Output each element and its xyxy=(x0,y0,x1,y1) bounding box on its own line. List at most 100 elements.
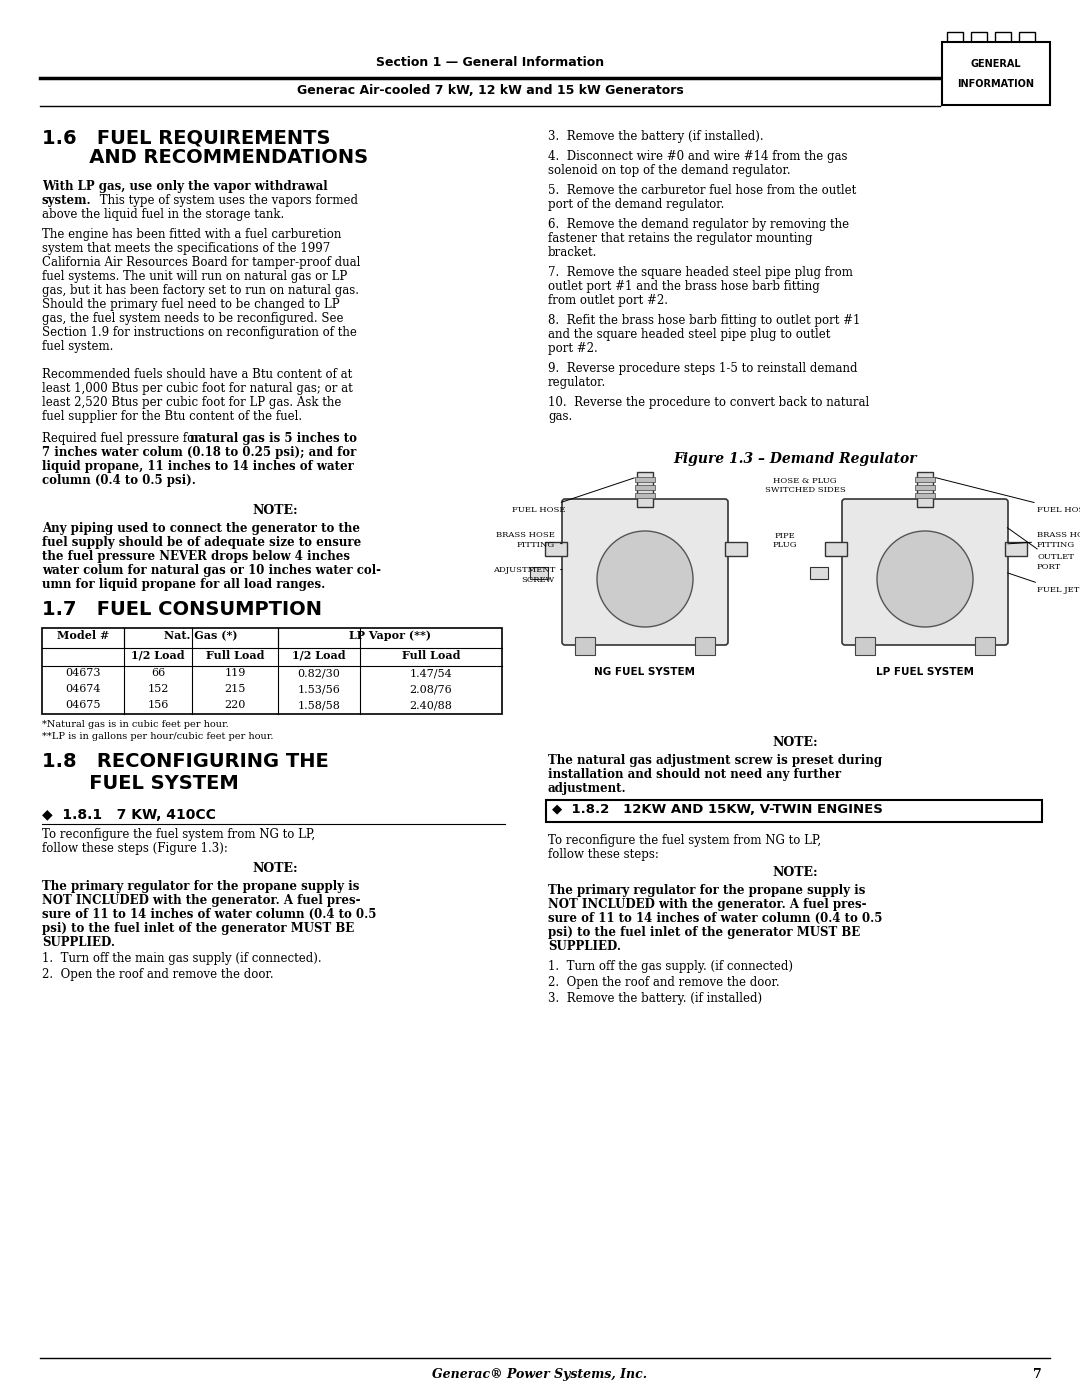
Bar xyxy=(696,637,715,655)
Text: Generac Air-cooled 7 kW, 12 kW and 15 kW Generators: Generac Air-cooled 7 kW, 12 kW and 15 kW… xyxy=(297,84,684,98)
Text: The primary regulator for the propane supply is: The primary regulator for the propane su… xyxy=(548,884,865,897)
Text: 4.  Disconnect wire #0 and wire #14 from the gas: 4. Disconnect wire #0 and wire #14 from … xyxy=(548,149,848,163)
Text: NOTE:: NOTE: xyxy=(772,736,818,749)
Text: Section 1 — General Information: Section 1 — General Information xyxy=(376,56,604,68)
Text: NG FUEL SYSTEM: NG FUEL SYSTEM xyxy=(594,666,696,678)
Text: outlet port #1 and the brass hose barb fitting: outlet port #1 and the brass hose barb f… xyxy=(548,279,820,293)
Circle shape xyxy=(877,531,973,627)
Text: 1.6   FUEL REQUIREMENTS: 1.6 FUEL REQUIREMENTS xyxy=(42,129,330,147)
Text: GENERAL: GENERAL xyxy=(971,59,1022,68)
Text: column (0.4 to 0.5 psi).: column (0.4 to 0.5 psi). xyxy=(42,474,195,488)
Text: LP Vapor (**): LP Vapor (**) xyxy=(349,630,431,641)
Text: NOTE:: NOTE: xyxy=(772,866,818,879)
Text: 10.  Reverse the procedure to convert back to natural: 10. Reverse the procedure to convert bac… xyxy=(548,395,869,409)
Text: This type of system uses the vapors formed: This type of system uses the vapors form… xyxy=(96,194,357,207)
Text: 1.  Turn off the gas supply. (if connected): 1. Turn off the gas supply. (if connecte… xyxy=(548,960,793,972)
Text: natural gas is 5 inches to: natural gas is 5 inches to xyxy=(190,432,357,446)
FancyBboxPatch shape xyxy=(562,499,728,645)
Text: port #2.: port #2. xyxy=(548,342,597,355)
Text: ADJUSTMENT
SCREW: ADJUSTMENT SCREW xyxy=(492,566,563,584)
Text: fuel systems. The unit will run on natural gas or LP: fuel systems. The unit will run on natur… xyxy=(42,270,348,284)
Text: sure of 11 to 14 inches of water column (0.4 to 0.5: sure of 11 to 14 inches of water column … xyxy=(42,908,376,921)
Text: The primary regulator for the propane supply is: The primary regulator for the propane su… xyxy=(42,880,360,893)
Text: regulator.: regulator. xyxy=(548,376,606,388)
Circle shape xyxy=(597,531,693,627)
Text: Section 1.9 for instructions on reconfiguration of the: Section 1.9 for instructions on reconfig… xyxy=(42,326,356,339)
Text: least 2,520 Btus per cubic foot for LP gas. Ask the: least 2,520 Btus per cubic foot for LP g… xyxy=(42,395,341,409)
Text: ◆  1.8.2   12KW AND 15KW, V-TWIN ENGINES: ◆ 1.8.2 12KW AND 15KW, V-TWIN ENGINES xyxy=(552,803,882,816)
Text: the fuel pressure NEVER drops below 4 inches: the fuel pressure NEVER drops below 4 in… xyxy=(42,550,350,563)
Bar xyxy=(995,32,1011,43)
Text: *Natural gas is in cubic feet per hour.: *Natural gas is in cubic feet per hour. xyxy=(42,719,229,729)
Text: liquid propane, 11 inches to 14 inches of water: liquid propane, 11 inches to 14 inches o… xyxy=(42,460,354,474)
FancyBboxPatch shape xyxy=(842,499,1008,645)
Text: BRASS HOSE
FITTING: BRASS HOSE FITTING xyxy=(496,531,563,549)
Bar xyxy=(855,637,875,655)
Text: from outlet port #2.: from outlet port #2. xyxy=(548,293,669,307)
Bar xyxy=(635,485,654,490)
Bar xyxy=(42,629,502,714)
Text: NOTE:: NOTE: xyxy=(253,504,298,517)
Text: 1.53/56: 1.53/56 xyxy=(298,685,340,694)
Bar xyxy=(635,493,654,497)
Text: psi) to the fuel inlet of the generator MUST BE: psi) to the fuel inlet of the generator … xyxy=(548,926,861,939)
Text: SUPPLIED.: SUPPLIED. xyxy=(42,936,114,949)
Bar xyxy=(975,637,995,655)
Text: FUEL JET: FUEL JET xyxy=(1008,573,1079,594)
Text: water colum for natural gas or 10 inches water col-: water colum for natural gas or 10 inches… xyxy=(42,564,381,577)
Text: NOTE:: NOTE: xyxy=(253,862,298,875)
Text: 156: 156 xyxy=(147,700,168,710)
Text: FUEL HOSE: FUEL HOSE xyxy=(512,478,634,514)
Text: follow these steps:: follow these steps: xyxy=(548,848,659,861)
Text: 2.08/76: 2.08/76 xyxy=(409,685,453,694)
Text: To reconfigure the fuel system from NG to LP,: To reconfigure the fuel system from NG t… xyxy=(42,828,315,841)
Text: system.: system. xyxy=(42,194,92,207)
Bar xyxy=(810,567,828,578)
Text: FUEL SYSTEM: FUEL SYSTEM xyxy=(42,774,239,793)
Text: Generac® Power Systems, Inc.: Generac® Power Systems, Inc. xyxy=(432,1368,648,1382)
Bar xyxy=(1005,542,1027,556)
Text: HOSE & PLUG
SWITCHED SIDES: HOSE & PLUG SWITCHED SIDES xyxy=(765,476,846,495)
Bar xyxy=(637,472,653,507)
Text: 1.7   FUEL CONSUMPTION: 1.7 FUEL CONSUMPTION xyxy=(42,599,322,619)
Text: 0.82/30: 0.82/30 xyxy=(298,668,340,678)
Text: The natural gas adjustment screw is preset during: The natural gas adjustment screw is pres… xyxy=(548,754,882,767)
Text: Model #: Model # xyxy=(57,630,109,641)
Text: 220: 220 xyxy=(225,700,245,710)
Text: above the liquid fuel in the storage tank.: above the liquid fuel in the storage tan… xyxy=(42,208,284,221)
Text: Required fuel pressure for: Required fuel pressure for xyxy=(42,432,204,446)
Bar xyxy=(917,472,933,507)
Text: Nat. Gas (*): Nat. Gas (*) xyxy=(164,630,238,641)
Text: 6.  Remove the demand regulator by removing the: 6. Remove the demand regulator by removi… xyxy=(548,218,849,231)
Text: OUTLET
PORT: OUTLET PORT xyxy=(1008,528,1074,570)
Text: PIPE
PLUG: PIPE PLUG xyxy=(773,532,797,549)
Bar xyxy=(915,476,935,482)
Text: 5.  Remove the carburetor fuel hose from the outlet: 5. Remove the carburetor fuel hose from … xyxy=(548,184,856,197)
Bar xyxy=(942,42,1050,105)
Bar xyxy=(725,542,747,556)
Bar xyxy=(575,637,595,655)
Text: SUPPLIED.: SUPPLIED. xyxy=(548,940,621,953)
Text: 2.  Open the roof and remove the door.: 2. Open the roof and remove the door. xyxy=(42,968,273,981)
Text: AND RECOMMENDATIONS: AND RECOMMENDATIONS xyxy=(42,148,368,168)
Text: California Air Resources Board for tamper-proof dual: California Air Resources Board for tampe… xyxy=(42,256,361,270)
Text: gas, the fuel system needs to be reconfigured. See: gas, the fuel system needs to be reconfi… xyxy=(42,312,343,326)
Text: port of the demand regulator.: port of the demand regulator. xyxy=(548,198,725,211)
Text: 2.40/88: 2.40/88 xyxy=(409,700,453,710)
Text: With LP gas, use only the vapor withdrawal: With LP gas, use only the vapor withdraw… xyxy=(42,180,327,193)
Text: ◆  1.8.1   7 KW, 410CC: ◆ 1.8.1 7 KW, 410CC xyxy=(42,807,216,821)
Bar xyxy=(530,567,548,578)
Text: FUEL HOSE: FUEL HOSE xyxy=(935,478,1080,514)
Text: fuel supplier for the Btu content of the fuel.: fuel supplier for the Btu content of the… xyxy=(42,409,302,423)
Text: 2.  Open the roof and remove the door.: 2. Open the roof and remove the door. xyxy=(548,977,780,989)
Text: 1.  Turn off the main gas supply (if connected).: 1. Turn off the main gas supply (if conn… xyxy=(42,951,322,965)
Text: sure of 11 to 14 inches of water column (0.4 to 0.5: sure of 11 to 14 inches of water column … xyxy=(548,912,882,925)
Bar xyxy=(635,476,654,482)
Text: and the square headed steel pipe plug to outlet: and the square headed steel pipe plug to… xyxy=(548,328,831,341)
Text: gas.: gas. xyxy=(548,409,572,423)
Text: 9.  Reverse procedure steps 1-5 to reinstall demand: 9. Reverse procedure steps 1-5 to reinst… xyxy=(548,362,858,374)
Text: Full Load: Full Load xyxy=(402,650,460,661)
Text: follow these steps (Figure 1.3):: follow these steps (Figure 1.3): xyxy=(42,842,228,855)
Text: Full Load: Full Load xyxy=(206,650,265,661)
Text: psi) to the fuel inlet of the generator MUST BE: psi) to the fuel inlet of the generator … xyxy=(42,922,354,935)
